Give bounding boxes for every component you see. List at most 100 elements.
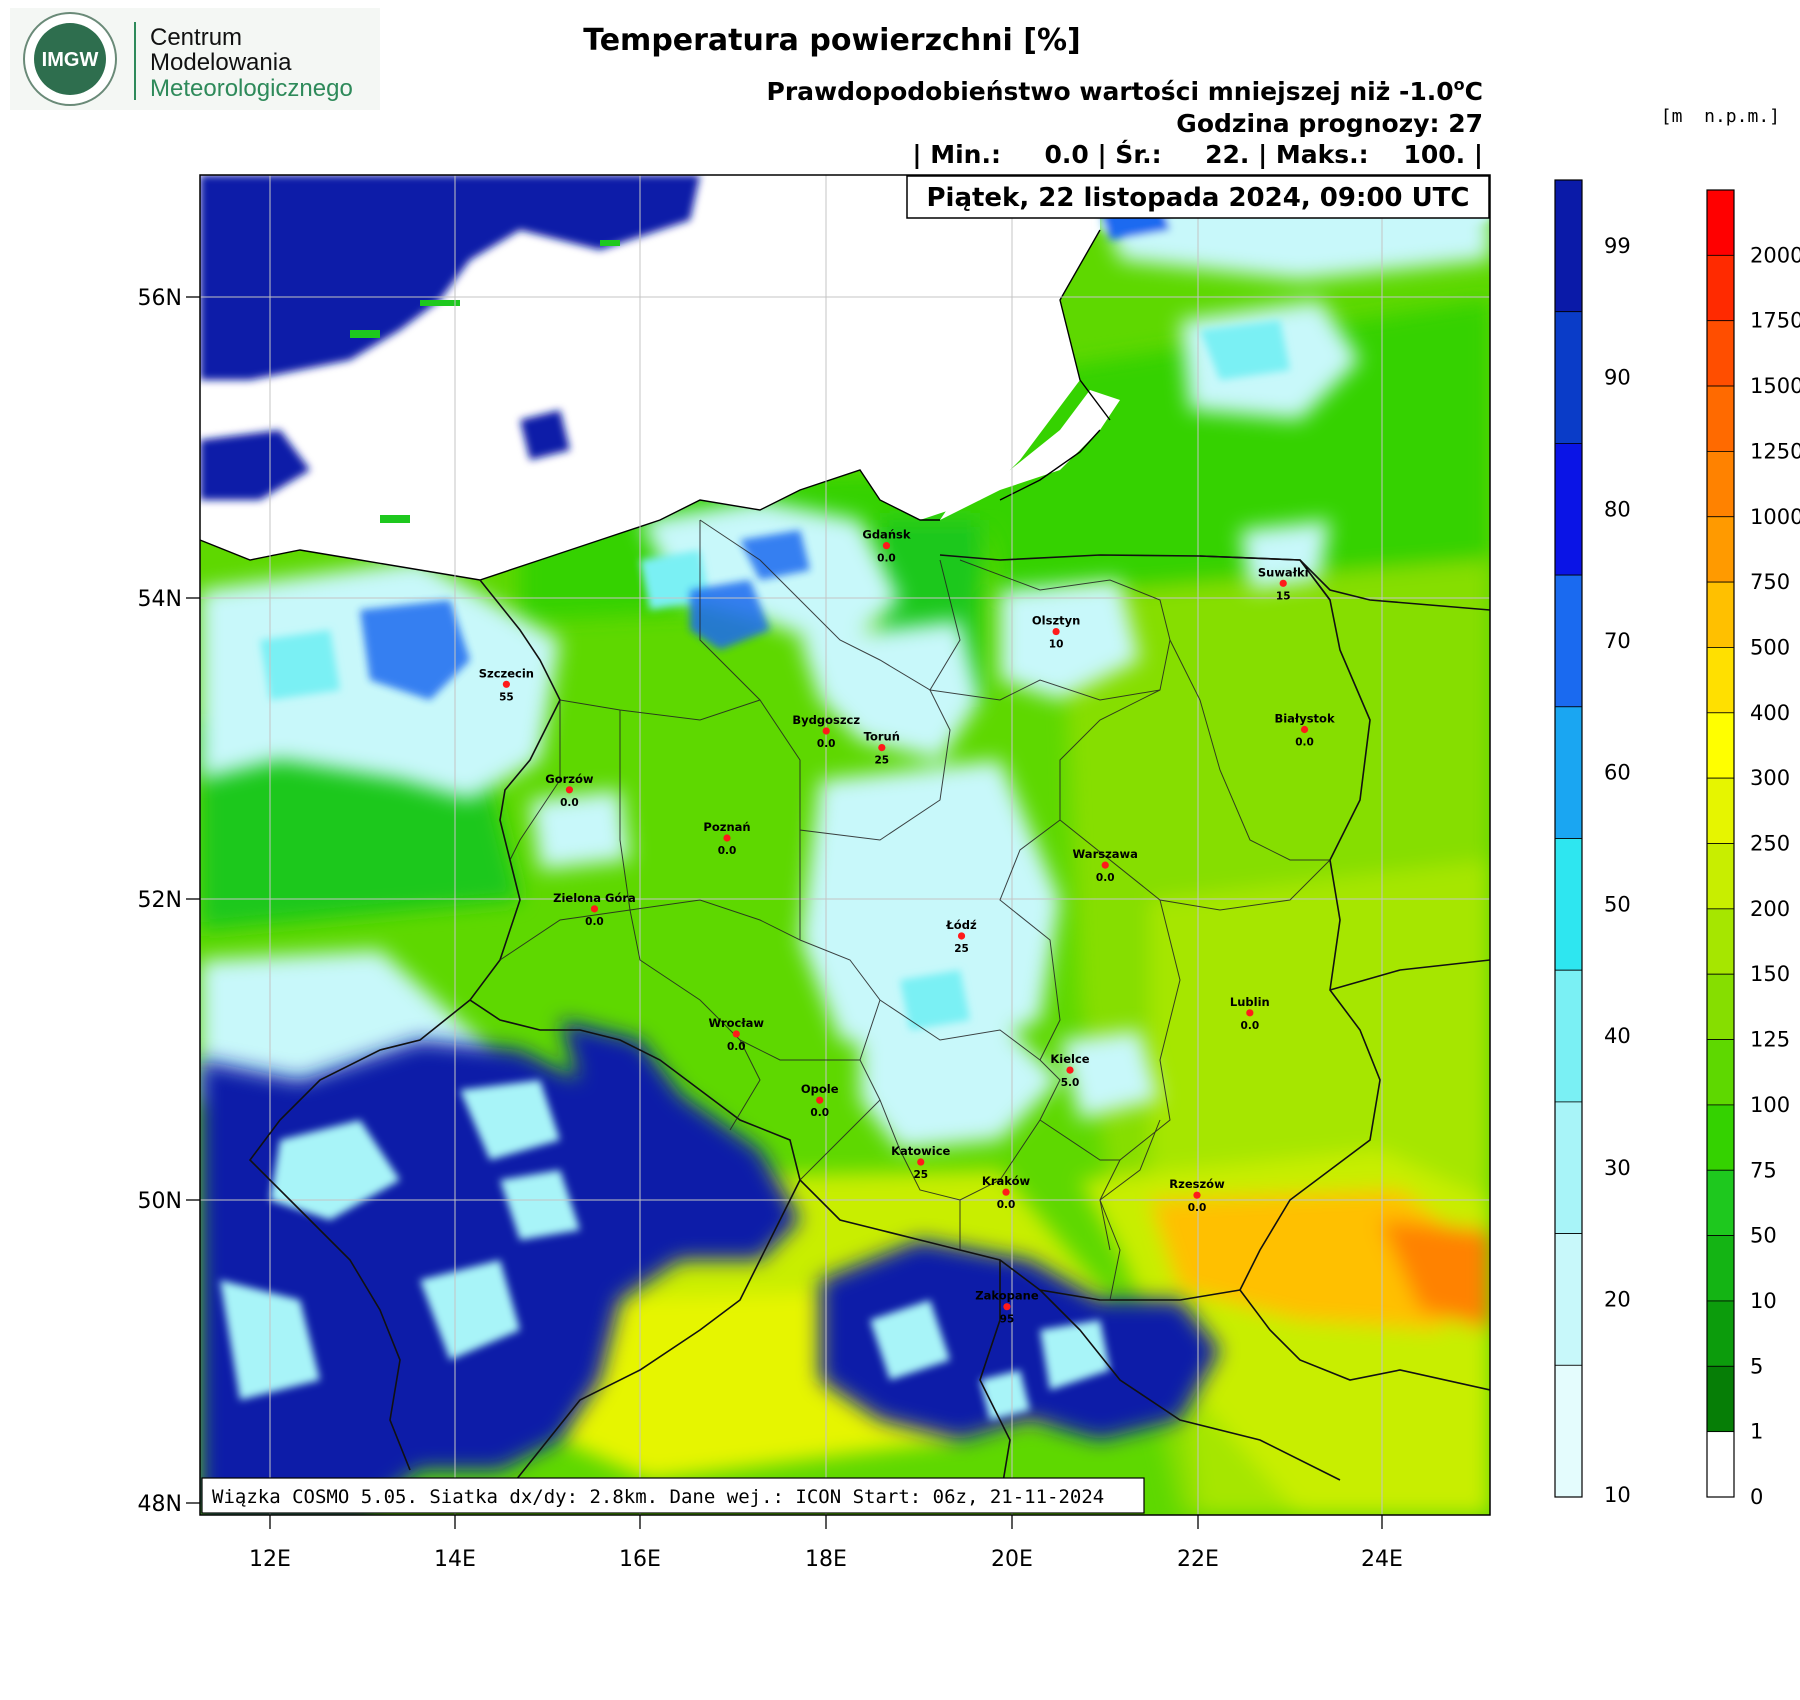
- city-value-katowice: 25: [913, 1169, 928, 1181]
- city-value-gorzow: 0.0: [560, 797, 579, 809]
- map-area: [200, 175, 1490, 1515]
- city-dot-kielce: [1066, 1066, 1074, 1074]
- city-lublin: Lublin 0.0: [1230, 995, 1270, 1032]
- city-dot-warszawa: [1101, 861, 1109, 869]
- graticule: [200, 175, 1490, 1515]
- prob-swatch-6: [1554, 969, 1583, 1103]
- city-gdansk: Gdańsk 0.0: [862, 528, 910, 565]
- longitude-axis: 12E 14E 16E 18E 20E 22E 24E: [249, 1515, 1403, 1572]
- vistula-spit-line: [999, 429, 1101, 501]
- chart-title: Temperatura powierzchni [%]: [583, 23, 1081, 58]
- lat-label-48: 48N: [138, 1492, 182, 1517]
- lon-label-20: 20E: [991, 1547, 1033, 1572]
- city-dot-opole: [816, 1096, 824, 1104]
- elev-swatch-3: [1706, 385, 1735, 452]
- elev-swatch-15: [1706, 1169, 1735, 1236]
- city-name-lodz: Łódź: [945, 918, 977, 932]
- city-name-bydgoszcz: Bydgoszcz: [792, 713, 860, 727]
- probability-max-carpathians: [820, 1240, 1220, 1440]
- city-dot-szczecin: [502, 680, 510, 688]
- city-value-szczecin: 55: [499, 691, 514, 703]
- prob-label-90: 90: [1604, 366, 1631, 390]
- city-dot-bialystok: [1300, 725, 1309, 734]
- elev-swatch-6: [1706, 581, 1735, 648]
- city-value-wroclaw: 0.0: [727, 1041, 746, 1053]
- prob-swatch-2: [1554, 442, 1583, 576]
- prob-swatch-7: [1554, 1101, 1583, 1235]
- city-value-opole: 0.0: [810, 1107, 829, 1119]
- elev-label-0: 0: [1750, 1485, 1763, 1509]
- city-dot-wroclaw: [732, 1030, 740, 1038]
- elev-label-400: 400: [1750, 701, 1790, 725]
- prob-colorbar-frame: [1554, 179, 1583, 1498]
- elev-label-250: 250: [1750, 832, 1790, 856]
- city-value-rzeszow: 0.0: [1188, 1202, 1207, 1214]
- coastline: [200, 469, 940, 581]
- city-dot-lublin: [1246, 1009, 1254, 1017]
- prob-label-40: 40: [1604, 1024, 1631, 1048]
- lon-label-14: 14E: [434, 1547, 476, 1572]
- elev-label-750: 750: [1750, 570, 1790, 594]
- lat-label-50: 50N: [138, 1189, 182, 1214]
- stats-line: | Min.: 0.0 | Śr.: 22. | Maks.: 100. |: [912, 139, 1483, 169]
- city-name-zielona-gora: Zielona Góra: [553, 891, 636, 905]
- city-dot-krakow: [1002, 1188, 1010, 1196]
- elev-swatch-5: [1706, 516, 1735, 583]
- city-name-gdansk: Gdańsk: [862, 528, 910, 542]
- elev-label-1250: 1250: [1750, 439, 1800, 463]
- elev-swatch-1: [1706, 254, 1735, 322]
- elev-label-10: 10: [1750, 1289, 1777, 1313]
- city-value-lodz: 25: [954, 943, 969, 955]
- probability-colorbar: 99 90 80 70 60 50 40 30 20 10: [1554, 179, 1631, 1507]
- prob-label-60: 60: [1604, 761, 1631, 785]
- city-suwalki: Suwałki 15: [1258, 565, 1309, 602]
- city-name-katowice: Katowice: [891, 1144, 950, 1158]
- prob-swatch-0: [1554, 179, 1583, 313]
- subtitle-degree: o: [1454, 75, 1465, 94]
- elev-label-5: 5: [1750, 1354, 1763, 1378]
- city-value-bydgoszcz: 0.0: [817, 738, 836, 750]
- elev-label-1: 1: [1750, 1420, 1763, 1444]
- city-value-zielona-gora: 0.0: [585, 916, 604, 928]
- elev-swatch-19: [1706, 1431, 1735, 1498]
- date-box-frame: [906, 175, 1490, 219]
- city-wroclaw: Wrocław 0.0: [709, 1016, 765, 1053]
- subtitle-prefix: Prawdopodobieństwo wartości mniejszej ni…: [767, 77, 1454, 106]
- lat-label-54: 54N: [138, 587, 182, 612]
- city-dot-suwalki: [1279, 579, 1287, 587]
- logo-line1: Centrum: [150, 24, 242, 51]
- prob-label-70: 70: [1604, 629, 1631, 653]
- city-dot-torun: [878, 743, 886, 752]
- elev-swatch-7: [1706, 647, 1735, 714]
- forecast-date: Piątek, 22 listopada 2024, 09:00 UTC: [926, 183, 1469, 213]
- island-rims: [350, 240, 620, 523]
- city-dot-katowice: [917, 1158, 925, 1166]
- city-rzeszow: Rzeszów 0.0: [1169, 1177, 1225, 1214]
- elev-label-1500: 1500: [1750, 374, 1800, 398]
- city-value-krakow: 0.0: [997, 1199, 1016, 1211]
- elev-label-1000: 1000: [1750, 505, 1800, 529]
- city-name-szczecin: Szczecin: [479, 666, 534, 680]
- elev-label-1750: 1750: [1750, 309, 1800, 333]
- city-value-zakopane: 95: [1000, 1314, 1015, 1326]
- city-name-zakopane: Zakopane: [975, 1289, 1039, 1303]
- city-name-olsztyn: Olsztyn: [1032, 614, 1080, 628]
- elev-label-2000: 2000: [1750, 243, 1800, 267]
- city-lodz: Łódź 25: [945, 918, 977, 955]
- city-value-lublin: 0.0: [1241, 1020, 1260, 1032]
- city-name-gorzow: Gorzów: [545, 772, 594, 786]
- prob-swatch-3: [1554, 574, 1583, 708]
- city-kielce: Kielce 5.0: [1050, 1052, 1089, 1089]
- elev-swatch-9: [1706, 777, 1735, 844]
- elev-label-200: 200: [1750, 897, 1790, 921]
- prob-swatch-4: [1554, 706, 1583, 839]
- city-bialystok: Białystok 0.0: [1274, 712, 1334, 749]
- city-katowice: Katowice 25: [891, 1144, 950, 1181]
- footer-box: Wiązka COSMO 5.05. Siatka dx/dy: 2.8km. …: [201, 1477, 1145, 1514]
- elev-swatch-18: [1706, 1365, 1735, 1433]
- elev-swatch-13: [1706, 1039, 1735, 1106]
- prob-swatch-5: [1554, 838, 1583, 971]
- country-borders: [248, 554, 1490, 1501]
- voivodeship-borders: [499, 519, 1331, 1301]
